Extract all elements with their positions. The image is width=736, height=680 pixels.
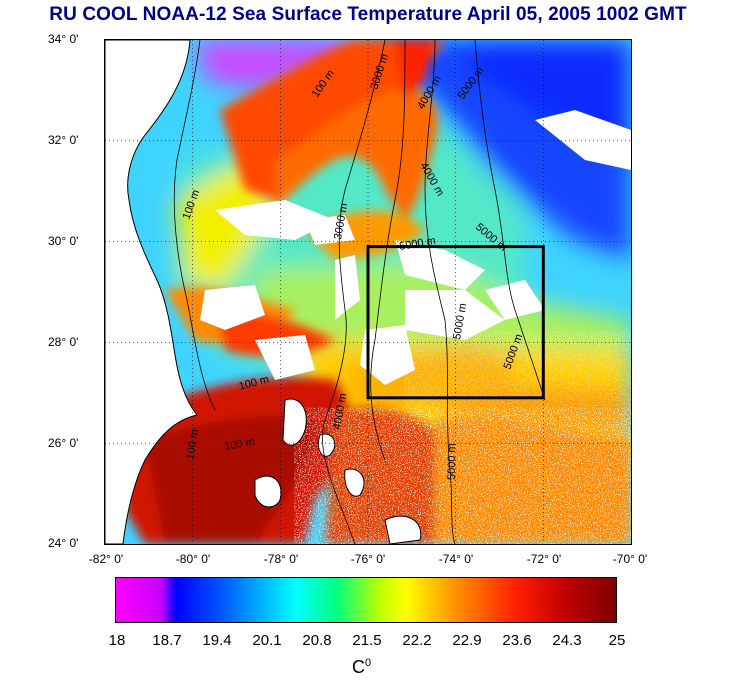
lat-tick-label: 30° 0' <box>48 234 79 248</box>
unit-superscript: 0 <box>365 657 372 669</box>
lat-tick-label: 24° 0' <box>48 536 79 550</box>
colorbar-tick-label: 19.4 <box>202 632 232 649</box>
lon-tick-label: -82° 0' <box>88 552 124 566</box>
colorbar-tick-label: 22.2 <box>402 632 432 649</box>
colorbar-tick-label: 18 <box>108 632 126 649</box>
contour-label: 100 m <box>223 436 255 453</box>
colorbar <box>115 577 617 623</box>
colorbar-tick-label: 24.3 <box>552 632 582 649</box>
unit-label: C <box>352 657 365 677</box>
colorbar-unit: C0 <box>352 657 371 678</box>
lon-tick-label: -78° 0' <box>263 552 299 566</box>
colorbar-tick-label: 23.6 <box>502 632 532 649</box>
colorbar-tick-label: 20.1 <box>252 632 282 649</box>
contour-label: 100 m <box>184 428 201 460</box>
lat-tick-label: 28° 0' <box>48 335 79 349</box>
lat-tick-label: 26° 0' <box>48 436 79 450</box>
graticule <box>105 40 631 544</box>
sst-map: 100 m 100 m 100 m 100 m 100 m 3000 m 300… <box>104 39 632 545</box>
bathymetry-contours <box>173 40 546 544</box>
colorbar-tick-label: 22.9 <box>452 632 482 649</box>
colorbar-tick-label: 21.5 <box>352 632 382 649</box>
colorbar-tick-label: 20.8 <box>302 632 332 649</box>
land <box>105 40 422 544</box>
lon-tick-label: -80° 0' <box>175 552 211 566</box>
colorbar-tick-label: 25 <box>608 632 626 649</box>
lon-tick-label: -72° 0' <box>526 552 562 566</box>
contour-label: 5000 m <box>446 443 458 480</box>
study-box <box>366 245 545 400</box>
lat-tick-label: 34° 0' <box>48 32 79 46</box>
lon-tick-label: -70° 0' <box>612 552 648 566</box>
lon-tick-label: -76° 0' <box>350 552 386 566</box>
map-title: RU COOL NOAA-12 Sea Surface Temperature … <box>49 4 687 25</box>
lon-tick-label: -74° 0' <box>438 552 474 566</box>
lat-tick-label: 32° 0' <box>48 133 79 147</box>
colorbar-tick-label: 18.7 <box>152 632 182 649</box>
